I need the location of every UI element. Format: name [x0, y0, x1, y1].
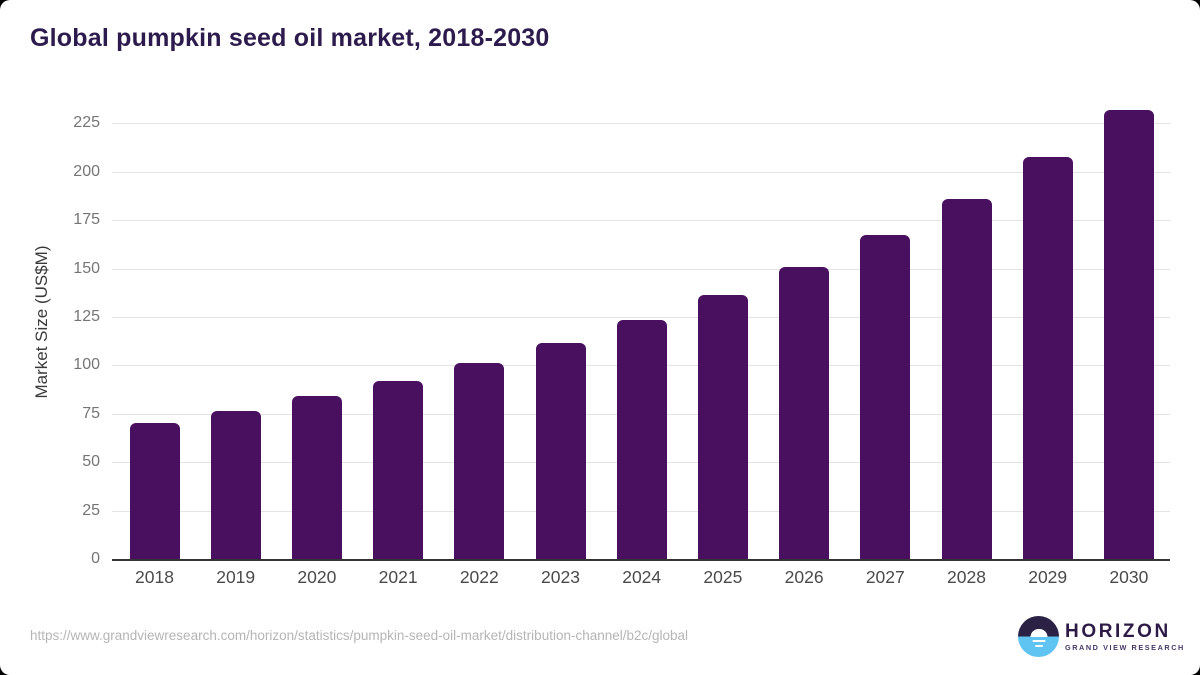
- y-tick-label: 75: [82, 404, 100, 422]
- y-tick-label: 175: [73, 211, 100, 229]
- x-tick-label: 2025: [703, 567, 743, 587]
- y-tick-label: 150: [73, 259, 100, 277]
- chart-title: Global pumpkin seed oil market, 2018-203…: [30, 24, 550, 52]
- horizon-logo-icon: [1018, 616, 1059, 657]
- source-url: https://www.grandviewresearch.com/horizo…: [30, 628, 689, 643]
- y-tick-label: 25: [82, 501, 100, 519]
- x-tick-label: 2026: [784, 567, 824, 587]
- x-tick-label: 2021: [378, 567, 418, 587]
- y-tick-label: 50: [82, 453, 100, 471]
- bar-2021: [373, 380, 424, 559]
- gridline-225: [112, 123, 1170, 125]
- x-tick-label: 2030: [1109, 567, 1149, 587]
- gridline-150: [112, 268, 1170, 270]
- bar-2030: [1103, 109, 1154, 559]
- logo-text: HORIZON GRAND VIEW RESEARCH: [1065, 620, 1185, 652]
- y-tick-label: 125: [73, 308, 100, 325]
- bar-2022: [454, 363, 505, 559]
- x-tick-label: 2024: [622, 567, 662, 587]
- x-axis-line: [112, 559, 1170, 561]
- x-tick-label: 2023: [541, 567, 580, 587]
- bar-2023: [535, 343, 586, 559]
- y-tick-label: 100: [73, 356, 100, 374]
- sun-icon: [1030, 628, 1047, 637]
- bar-2026: [779, 266, 830, 559]
- y-tick-label: 0: [91, 550, 100, 567]
- y-tick-label: 225: [73, 114, 100, 132]
- x-tick-label: 2027: [865, 567, 905, 587]
- x-tick-label: 2020: [297, 567, 337, 587]
- bar-2025: [697, 294, 748, 559]
- bar-2019: [210, 410, 261, 559]
- logo-name: HORIZON: [1065, 620, 1171, 642]
- bar-2018: [129, 423, 180, 559]
- gridline-125: [112, 317, 1170, 318]
- bar-2029: [1022, 157, 1073, 559]
- y-tick-label: 200: [73, 162, 100, 180]
- horizon-logo: HORIZON GRAND VIEW RESEARCH: [1018, 616, 1185, 657]
- bar-2027: [860, 234, 911, 559]
- bar-2028: [941, 198, 992, 559]
- x-tick-label: 2022: [459, 567, 499, 587]
- x-tick-label: 2019: [216, 567, 256, 587]
- footer: https://www.grandviewresearch.com/horizo…: [0, 600, 1200, 675]
- bar-2020: [291, 396, 342, 559]
- bar-2024: [616, 319, 667, 559]
- x-tick-label: 2028: [947, 567, 986, 587]
- x-tick-label: 2018: [135, 567, 174, 587]
- sun-reflection-line: [1032, 639, 1045, 643]
- logo-subtitle: GRAND VIEW RESEARCH: [1065, 642, 1185, 652]
- x-tick-label: 2029: [1028, 567, 1068, 587]
- sun-reflection-line: [1034, 644, 1043, 647]
- gridline-200: [112, 171, 1170, 173]
- gridline-175: [112, 220, 1170, 222]
